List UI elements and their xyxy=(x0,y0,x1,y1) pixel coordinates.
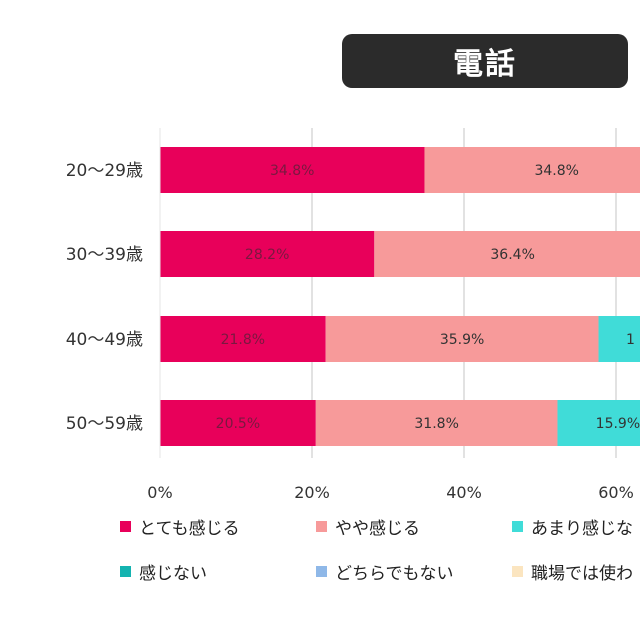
legend-item: あまり感じな xyxy=(512,514,640,539)
legend-swatch xyxy=(512,521,523,532)
x-tick-label: 20% xyxy=(294,483,330,502)
legend-label: とても感じる xyxy=(139,519,240,539)
bar-segment xyxy=(325,316,599,362)
bar-data-label: 1 xyxy=(626,332,635,348)
chart-title: 電話 xyxy=(342,34,628,88)
legend-swatch xyxy=(512,566,523,577)
legend-label: 感じない xyxy=(139,564,207,584)
x-tick-label: 0% xyxy=(147,483,172,502)
bar-data-label: 35.9% xyxy=(440,332,484,348)
bar-segment xyxy=(160,400,316,446)
bar-segment xyxy=(160,231,375,277)
legend-item: とても感じる xyxy=(120,514,316,539)
legend-label: あまり感じな xyxy=(531,519,633,539)
legend-swatch xyxy=(120,521,131,532)
bar-segment xyxy=(315,400,558,446)
bar-data-label: 15.9% xyxy=(596,416,640,432)
legend-item: 職場では使わ xyxy=(512,559,640,584)
legend-label: やや感じる xyxy=(335,519,420,539)
bar-data-label: 34.8% xyxy=(270,163,314,179)
bar-segment xyxy=(160,147,425,193)
x-tick-label: 60% xyxy=(598,483,634,502)
bar-segment xyxy=(374,231,640,277)
bar-data-label: 36.4% xyxy=(490,247,534,263)
bar-data-label: 28.2% xyxy=(245,247,289,263)
bar-data-label: 21.8% xyxy=(221,332,265,348)
x-tick-label: 40% xyxy=(446,483,482,502)
legend: とても感じる やや感じる あまり感じな感じない どちらでもない 職場では使わ xyxy=(120,514,640,584)
bar-data-label: 31.8% xyxy=(414,416,458,432)
legend-label: どちらでもない xyxy=(335,564,454,584)
row-label: 50〜59歳 xyxy=(66,414,143,434)
bar-segment xyxy=(557,400,640,446)
legend-swatch xyxy=(316,566,327,577)
row-label: 20〜29歳 xyxy=(66,161,143,181)
legend-item: 感じない xyxy=(120,559,316,584)
row-label: 30〜39歳 xyxy=(66,245,143,265)
row-label: 40〜49歳 xyxy=(66,330,143,350)
legend-label: 職場では使わ xyxy=(531,564,633,584)
legend-item: どちらでもない xyxy=(316,559,512,584)
bar-segment xyxy=(160,316,326,362)
bar-data-label: 20.5% xyxy=(216,416,260,432)
legend-swatch xyxy=(316,521,327,532)
bar-segment xyxy=(598,316,640,362)
legend-item: やや感じる xyxy=(316,514,512,539)
bar-segment xyxy=(424,147,640,193)
legend-swatch xyxy=(120,566,131,577)
bar-data-label: 34.8% xyxy=(534,163,578,179)
